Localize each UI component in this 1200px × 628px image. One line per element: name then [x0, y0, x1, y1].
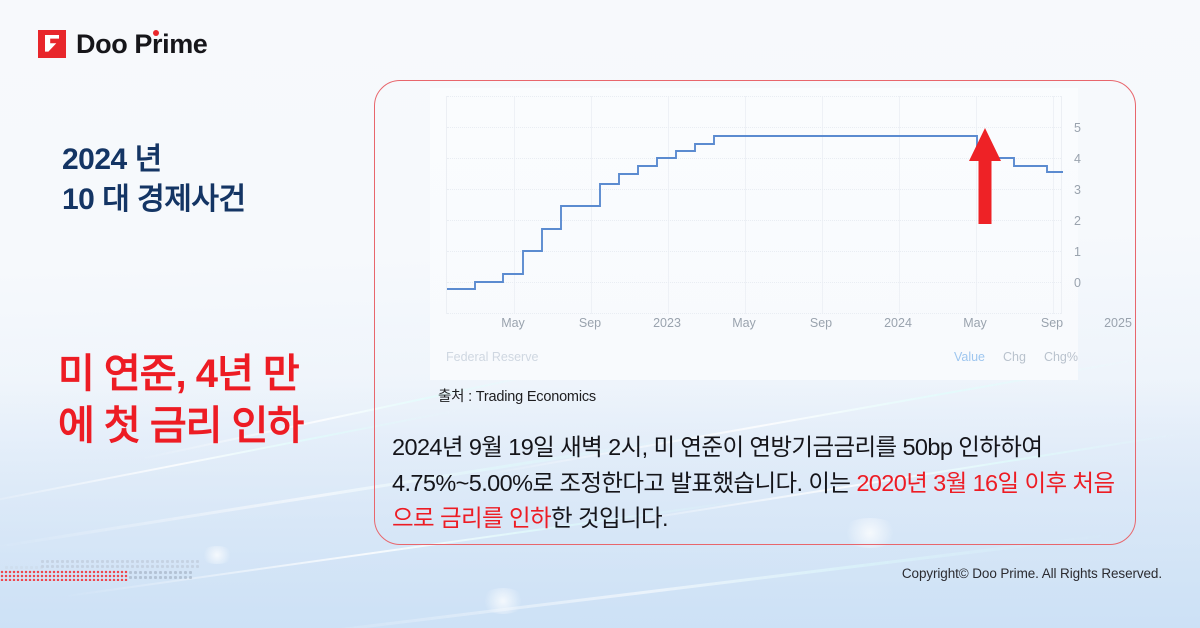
chart-metric-tabs: Value Chg Chg%	[954, 350, 1078, 364]
logo-wordmark: Doo Prime	[76, 28, 208, 59]
chart-data-source: Federal Reserve	[446, 350, 539, 364]
body-segment-1: 2024년 9월 19일 새벽 2시, 미 연준이 연방기금금리를 50bp 인…	[392, 434, 1043, 496]
body-paragraph: 2024년 9월 19일 새벽 2시, 미 연준이 연방기금금리를 50bp 인…	[392, 430, 1124, 537]
brand-logo[interactable]: Doo Prime	[38, 28, 208, 59]
flag-arrow-icon	[38, 30, 66, 58]
logo-text: Doo Prime	[76, 28, 208, 59]
logo-accent-dot	[153, 29, 159, 36]
dot-pattern-grey-small	[4, 565, 44, 572]
x-tick-label: May	[963, 316, 987, 330]
dot-pattern-red	[0, 570, 128, 581]
y-tick-label: 1	[1074, 245, 1081, 259]
x-tick-label: Sep	[1040, 316, 1064, 330]
y-tick-label: 5	[1074, 121, 1081, 135]
x-tick-label: 2024	[884, 316, 912, 330]
fed-funds-rate-chart[interactable]: May Sep 2023 May Sep 2024 May Sep 2025 5…	[430, 88, 1132, 380]
chart-y-axis: 5 4 3 2 1 0	[1066, 88, 1094, 328]
copyright-notice: Copyright© Doo Prime. All Rights Reserve…	[901, 566, 1162, 581]
y-tick-label: 0	[1074, 276, 1081, 290]
body-segment-highlight: 2020년 3월 16일 이후 처음으로 금리를 인하	[392, 469, 1115, 532]
chart-footer: Federal Reserve Value Chg Chg%	[446, 350, 1078, 364]
dot-pattern-grey-right	[128, 570, 194, 581]
x-tick-label: May	[732, 316, 756, 330]
body-segment-3: 한 것입니다.	[551, 505, 669, 532]
page-headline: 미 연준, 4년 만 에 첫 금리 인하	[58, 352, 304, 448]
x-tick-label: 2023	[653, 316, 681, 330]
x-tick-label: Sep	[809, 316, 833, 330]
y-tick-label: 4	[1074, 152, 1081, 166]
dot-pattern-grey-top	[40, 559, 200, 568]
tab-value[interactable]: Value	[953, 350, 986, 364]
tab-chg-pct[interactable]: Chg%	[1043, 350, 1078, 364]
chart-source-credit: 출처 : Trading Economics	[438, 389, 596, 405]
content-card	[374, 80, 1136, 545]
y-tick-label: 2	[1074, 214, 1081, 228]
x-tick-label: May	[501, 316, 525, 330]
tab-chg[interactable]: Chg	[1003, 350, 1026, 364]
chart-x-axis: May Sep 2023 May Sep 2024 May Sep 2025	[446, 316, 1132, 336]
x-tick-label: 2025	[1104, 316, 1132, 330]
up-arrow-annotation-icon	[969, 128, 1001, 224]
y-tick-label: 3	[1074, 183, 1081, 197]
x-tick-label: Sep	[578, 316, 602, 330]
series-title: 2024 년 10 대 경제사건	[62, 143, 246, 216]
